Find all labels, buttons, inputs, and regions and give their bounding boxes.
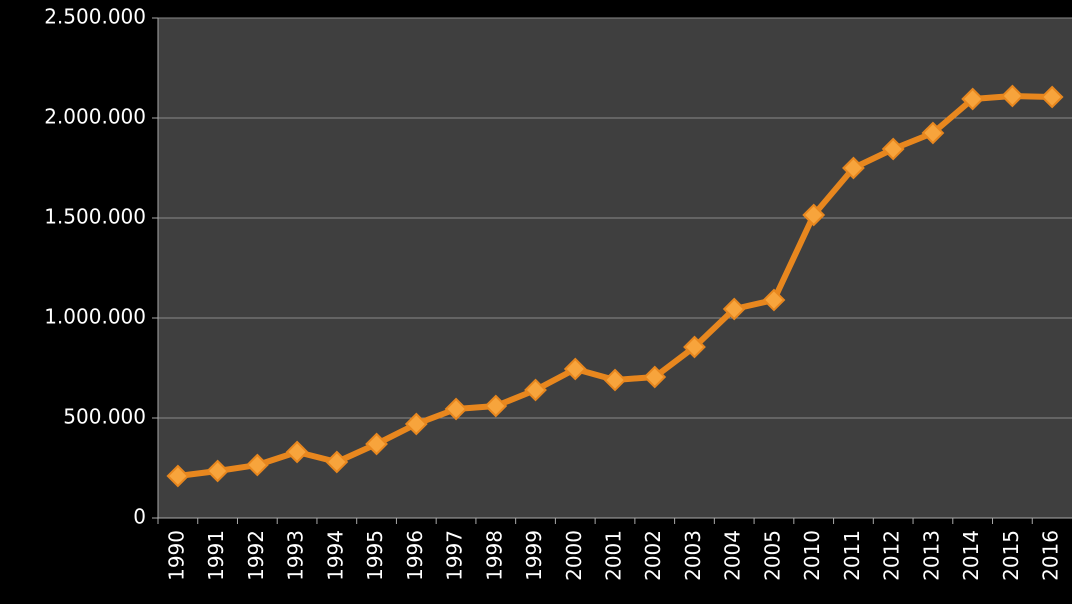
chart: 0 500.000 1.000.000 1.500.000 2.000.000 2.500…: [0, 0, 1072, 604]
x-tick-label: 1990: [164, 530, 188, 581]
x-tick-label: 1991: [204, 530, 228, 581]
x-tick-label: 2016: [1039, 530, 1063, 581]
y-tick-label: 2.500.000: [44, 5, 146, 29]
x-tick-label: 1996: [403, 530, 427, 581]
x-tick-label: 1994: [323, 530, 347, 581]
x-tick-label: 1997: [443, 530, 467, 581]
y-tick-label: 500.000: [63, 405, 146, 429]
y-tick-label: 1.500.000: [44, 205, 146, 229]
x-tick-label: 2000: [562, 530, 586, 581]
x-tick-label: 2003: [681, 530, 705, 581]
x-tick-label: 2012: [880, 530, 904, 581]
y-tick-label: 1.000.000: [44, 305, 146, 329]
x-tick-label: 1995: [363, 530, 387, 581]
x-tick-label: 1999: [522, 530, 546, 581]
x-tick-label: 2002: [641, 530, 665, 581]
x-tick-label: 2011: [840, 530, 864, 581]
x-tick-label: 1993: [284, 530, 308, 581]
x-tick-label: 2004: [721, 530, 745, 581]
y-tick-label: 0: [133, 505, 146, 529]
x-tick-label: 2010: [800, 530, 824, 581]
x-tick-label: 2014: [959, 530, 983, 581]
x-tick-label: 1998: [482, 530, 506, 581]
y-tick-label: 2.000.000: [44, 105, 146, 129]
x-tick-label: 2013: [919, 530, 943, 581]
x-tick-label: 2015: [999, 530, 1023, 581]
x-tick-label: 2005: [760, 530, 784, 581]
x-tick-label: 1992: [244, 530, 268, 581]
x-tick-label: 2001: [602, 530, 626, 581]
